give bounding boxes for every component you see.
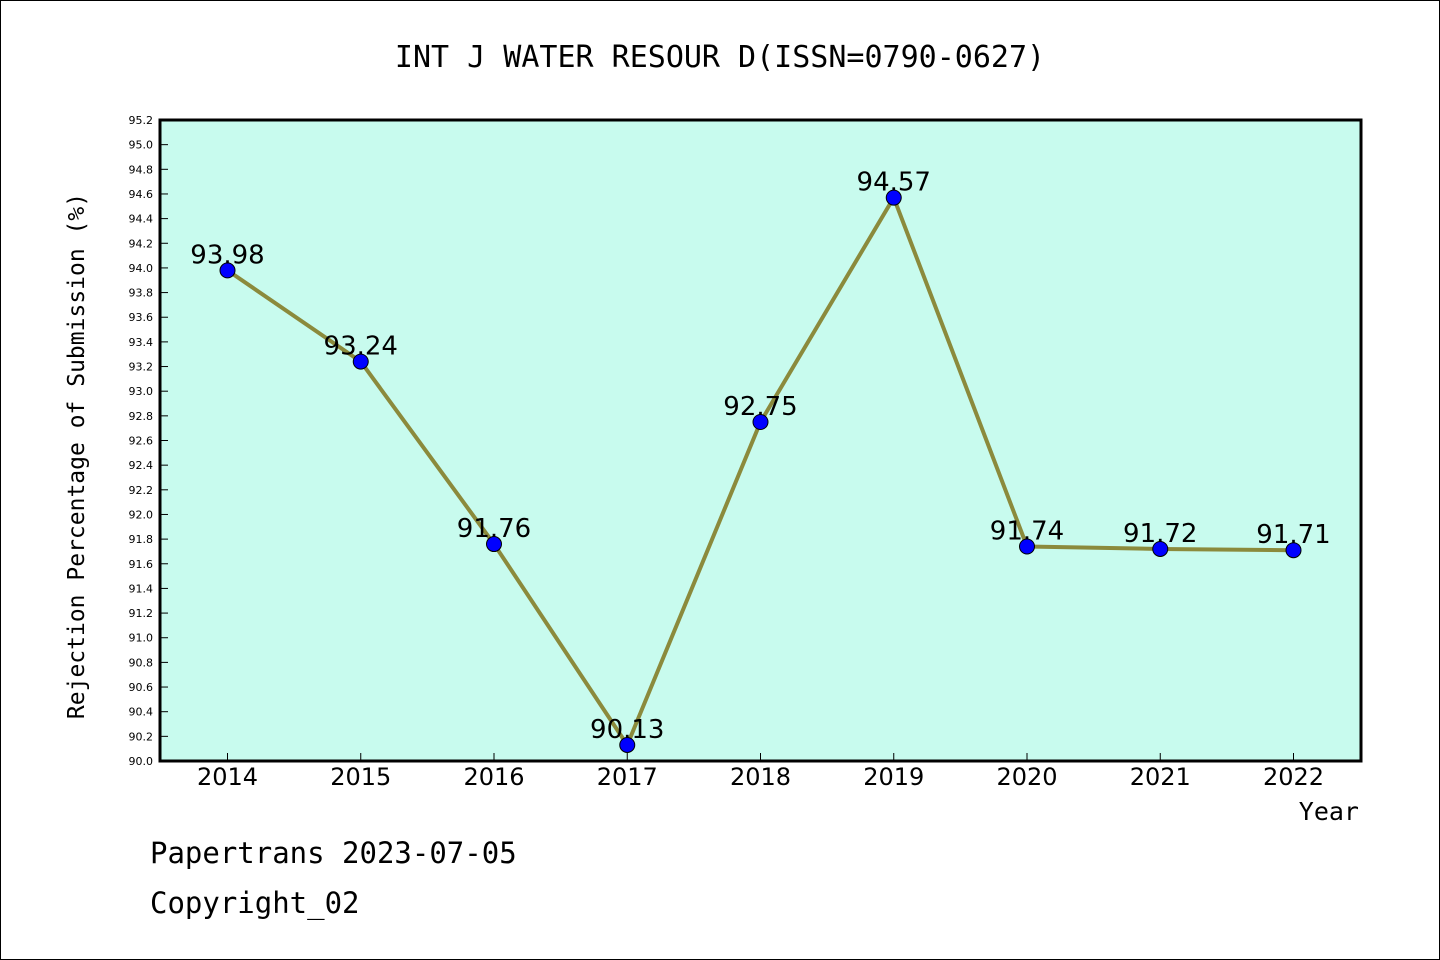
y-tick-label: 90.0: [129, 755, 154, 768]
data-label: 94.57: [857, 168, 931, 198]
footer-credit: Papertrans 2023-07-05: [150, 836, 517, 870]
y-axis-ticks: 90.0 90.2 90.4 90.6 90.8 91.0 91.2 91.4 91.6 91.8…: [129, 114, 168, 768]
x-tick-label: 2019: [863, 763, 924, 791]
footer-copyright: Copyright_02: [150, 886, 360, 920]
y-tick-label: 94.4: [129, 213, 154, 226]
x-tick-label: 2016: [463, 763, 524, 791]
y-tick-label: 91.6: [129, 558, 154, 571]
data-labels: 93.98 93.24 91.76 90.13 92.75 94.57 91.74 91.72…: [190, 168, 1330, 745]
plot-area: [160, 120, 1361, 761]
y-tick-label: 90.2: [129, 730, 154, 743]
y-tick-label: 93.6: [129, 311, 154, 324]
y-tick-label: 92.8: [129, 410, 154, 423]
y-tick-label: 92.0: [129, 508, 154, 521]
data-point: [752, 414, 769, 431]
data-label: 92.75: [723, 392, 797, 422]
data-point: [619, 736, 636, 753]
x-tick-label: 2014: [197, 763, 258, 791]
y-tick-label: 91.0: [129, 632, 154, 645]
data-point: [1285, 542, 1302, 559]
y-tick-label: 92.6: [129, 435, 154, 448]
y-axis-label: Rejection Percentage of Submission (%): [64, 193, 90, 719]
y-tick-label: 90.6: [129, 681, 154, 694]
x-tick-label: 2022: [1263, 763, 1324, 791]
y-tick-label: 90.4: [129, 706, 154, 719]
data-label: 93.24: [324, 332, 398, 362]
data-point: [219, 262, 236, 279]
y-tick-label: 93.2: [129, 361, 154, 374]
y-tick-label: 94.6: [129, 188, 154, 201]
y-tick-label: 94.2: [129, 237, 154, 250]
data-point: [486, 536, 502, 553]
y-tick-label: 90.8: [129, 656, 154, 669]
data-label: 90.13: [590, 715, 664, 745]
y-tick-label: 93.4: [129, 336, 154, 349]
y-tick-label: 93.0: [129, 385, 154, 398]
y-tick-label: 94.0: [129, 262, 154, 275]
data-label: 93.98: [190, 240, 264, 270]
data-label: 91.72: [1123, 519, 1197, 549]
data-point: [1152, 540, 1169, 557]
y-tick-label: 95.2: [129, 114, 154, 127]
data-label: 91.76: [457, 514, 531, 544]
data-label: 91.74: [990, 517, 1064, 547]
data-label: 91.71: [1256, 520, 1330, 550]
x-axis-ticks: 2014 2015 2016 2017 2018 2019 2020 2021 2022: [197, 753, 1324, 791]
data-point: [1019, 538, 1035, 555]
x-tick-label: 2021: [1130, 763, 1191, 791]
x-tick-label: 2018: [730, 763, 791, 791]
x-axis-label: Year: [1299, 797, 1359, 826]
x-tick-label: 2015: [330, 763, 391, 791]
data-point: [885, 189, 902, 206]
y-tick-label: 91.2: [129, 607, 154, 620]
y-tick-label: 92.4: [129, 459, 154, 472]
y-tick-label: 91.8: [129, 533, 154, 546]
y-tick-label: 93.8: [129, 287, 154, 300]
data-point: [352, 353, 369, 370]
plot-border: [158, 118, 1363, 763]
y-tick-label: 95.0: [129, 139, 154, 152]
y-tick-label: 92.2: [129, 484, 154, 497]
x-tick-label: 2017: [597, 763, 658, 791]
series-markers: [219, 189, 1302, 753]
chart-title: INT J WATER RESOUR D(ISSN=0790-0627): [395, 40, 1045, 75]
x-tick-label: 2020: [996, 763, 1057, 791]
y-tick-label: 94.8: [129, 163, 154, 176]
y-tick-label: 91.4: [129, 582, 154, 595]
